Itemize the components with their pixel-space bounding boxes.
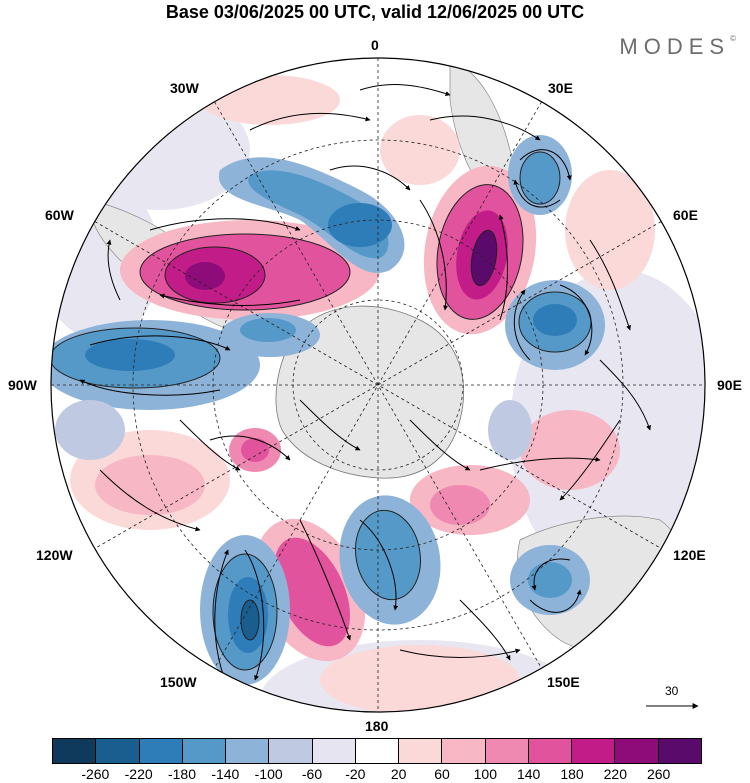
arrow-right-icon	[646, 703, 699, 709]
polar-map	[50, 57, 706, 713]
colorbar-tick-label: 100	[473, 766, 498, 782]
longitude-label-90e: 90E	[717, 377, 742, 393]
colorbar-bin	[312, 739, 356, 763]
colorbar-tick-label: -220	[124, 766, 153, 782]
wind-vectors	[79, 84, 651, 681]
colorbar-tick-label: 180	[560, 766, 584, 782]
reference-vector-label: 30	[665, 684, 679, 698]
map-border	[50, 57, 706, 713]
longitude-label-90w: 90W	[8, 377, 37, 393]
colorbar	[52, 738, 702, 764]
longitude-label-0: 0	[371, 37, 379, 53]
longitude-label-180: 180	[365, 718, 389, 734]
longitude-label-150e: 150E	[547, 674, 580, 690]
colorbar-bin	[182, 739, 227, 763]
brand-text: MODES	[619, 34, 731, 59]
longitude-label-30e: 30E	[548, 80, 573, 96]
colorbar-bin	[139, 739, 183, 763]
longitude-label-120w: 120W	[36, 547, 73, 563]
colorbar-bin	[485, 739, 529, 763]
colorbar-bin	[658, 739, 701, 763]
longitude-label-120e: 120E	[673, 547, 706, 563]
antarctica-land	[275, 305, 464, 479]
colorbar-bin	[226, 739, 270, 763]
colorbar-bin	[96, 739, 140, 763]
negative-anomaly-blobs	[51, 135, 605, 685]
longitude-label-60e: 60E	[673, 207, 698, 223]
colorbar-tick-label: 260	[646, 766, 671, 782]
colorbar-bin	[615, 739, 659, 763]
colorbar-tick-label: -180	[167, 766, 197, 782]
brand-mark: ©	[730, 34, 736, 43]
colorbar-tick-label: 220	[603, 766, 628, 782]
longitude-label-150w: 150W	[160, 674, 197, 690]
colorbar-bin	[572, 739, 616, 763]
colorbar-bin	[399, 739, 443, 763]
colorbar-bin	[442, 739, 486, 763]
longitude-label-60w: 60W	[45, 207, 74, 223]
colorbar-tick-label: 140	[516, 766, 541, 782]
colorbar-tick-label: 20	[390, 766, 407, 782]
colorbar-tick-label: -100	[254, 766, 283, 782]
longitude-label-30w: 30W	[170, 80, 199, 96]
colorbar-bin	[528, 739, 573, 763]
colorbar-ticks: -260 -220 -180 -140 -100 -60 -20 20 60 100 140 180 2…	[0, 766, 750, 783]
colorbar-bin	[355, 739, 400, 763]
colorbar-tick-label: 60	[434, 766, 450, 782]
colorbar-tick-label: -140	[211, 766, 240, 782]
brand-logo: MODES©	[619, 34, 736, 60]
colorbar-tick-label: -260	[81, 766, 110, 782]
colorbar-tick-label: -60	[301, 766, 323, 782]
colorbar-bin	[269, 739, 313, 763]
map-title: Base 03/06/2025 00 UTC, valid 12/06/2025…	[165, 2, 585, 22]
colorbar-tick-label: -20	[345, 766, 366, 782]
colorbar-bin	[53, 739, 97, 763]
contour-lines	[51, 151, 592, 671]
